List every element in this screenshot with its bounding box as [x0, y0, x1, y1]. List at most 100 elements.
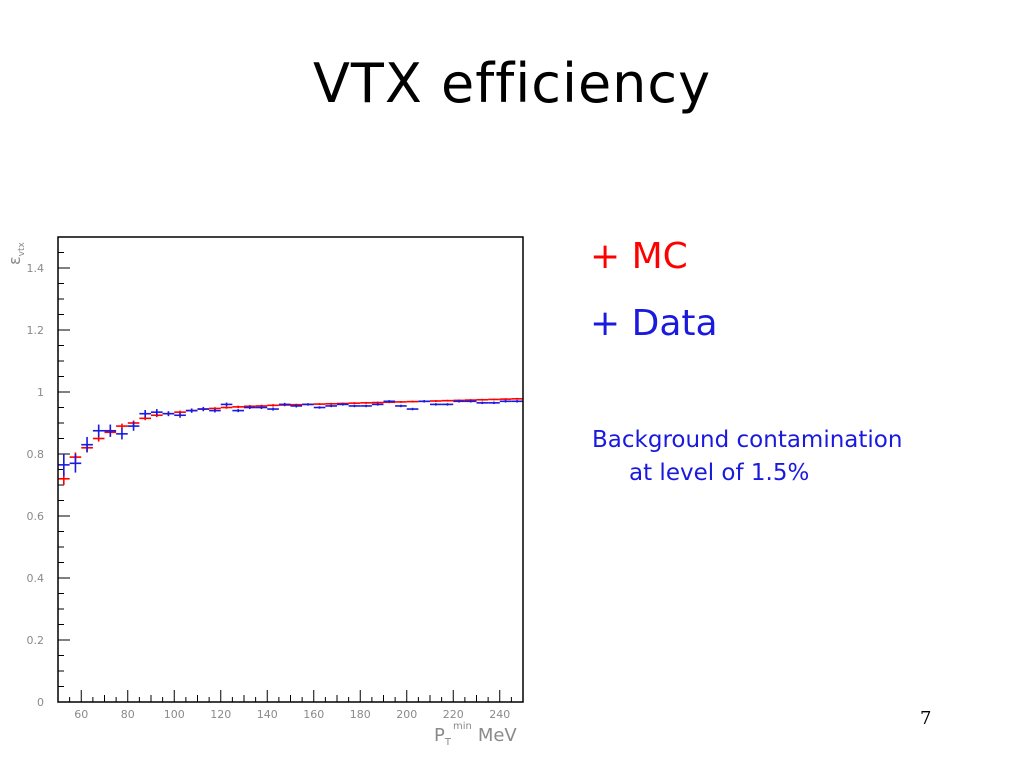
- mc-point: [430, 400, 442, 402]
- page-number: 7: [920, 708, 932, 729]
- data-point: [499, 400, 512, 403]
- data-point: [302, 403, 314, 406]
- data-point: [116, 428, 128, 440]
- data-series: [58, 397, 523, 485]
- legend-mc: + MC: [590, 236, 688, 277]
- data-point: [325, 404, 337, 408]
- data-point: [476, 401, 489, 405]
- data-point: [441, 403, 454, 406]
- mc-point: [325, 402, 337, 405]
- x-tick-label: 200: [396, 708, 417, 721]
- x-axis-superscript: min: [453, 721, 472, 732]
- y-tick-label: 1.4: [27, 262, 45, 275]
- data-point: [255, 405, 268, 410]
- mc-point: [220, 406, 233, 409]
- data-point: [162, 411, 175, 417]
- data-point: [290, 404, 303, 408]
- data-point: [174, 412, 186, 418]
- y-tick-label: 0.4: [27, 572, 45, 585]
- y-tick-label: 0: [37, 696, 44, 709]
- y-axis-subscript: vtx: [17, 241, 27, 256]
- y-tick-label: 0.8: [27, 448, 45, 461]
- y-tick-label: 0.2: [27, 634, 45, 647]
- data-point: [209, 408, 221, 413]
- x-axis-label: PTmin MeV: [434, 721, 517, 748]
- x-axis-symbol: P: [434, 725, 445, 746]
- data-point: [511, 400, 523, 403]
- mc-point: [267, 404, 279, 407]
- y-tick-label: 0.6: [27, 510, 45, 523]
- data-point: [383, 400, 396, 403]
- data-point: [151, 409, 163, 416]
- mc-point: [511, 397, 523, 400]
- y-axis-label: εvtx: [5, 241, 27, 265]
- background-note: Background contamination at level of 1.5…: [592, 424, 972, 490]
- mc-point: [406, 400, 419, 403]
- legend-data-marker: +: [590, 303, 621, 344]
- mc-point: [488, 398, 500, 401]
- x-tick-label: 220: [443, 708, 464, 721]
- series-mc: [58, 397, 523, 485]
- data-point: [58, 454, 70, 476]
- data-point: [104, 424, 117, 437]
- data-point: [139, 409, 151, 418]
- mc-point: [395, 400, 407, 403]
- data-point: [313, 406, 326, 409]
- legend-data: + Data: [590, 303, 718, 344]
- data-point: [127, 421, 140, 431]
- data-point: [278, 402, 291, 406]
- note-line-2: at level of 1.5%: [629, 460, 810, 486]
- data-point: [488, 401, 500, 405]
- legend-data-label: Data: [631, 303, 718, 344]
- plot-frame: [57, 236, 524, 703]
- note-line-1: Background contamination: [592, 427, 903, 453]
- data-point: [371, 403, 384, 406]
- x-tick-label: 100: [164, 708, 185, 721]
- data-point: [464, 400, 477, 403]
- legend-mc-label: MC: [631, 236, 688, 277]
- data-point: [92, 424, 105, 437]
- data-point: [418, 400, 430, 403]
- data-point: [185, 408, 198, 413]
- y-axis-title: εvtx: [5, 241, 27, 265]
- x-axis-unit: MeV: [478, 725, 518, 746]
- legend-mc-marker: +: [590, 236, 621, 277]
- x-tick-label: 240: [489, 708, 510, 721]
- x-axis-subscript: T: [444, 737, 452, 748]
- x-tick-label: 160: [303, 708, 324, 721]
- x-tick-label: 80: [121, 708, 135, 721]
- mc-point: [348, 402, 361, 405]
- y-tick-label: 1: [37, 386, 44, 399]
- mc-point: [116, 423, 128, 429]
- y-axis-symbol: ε: [5, 256, 24, 265]
- data-point: [244, 405, 256, 410]
- slide-title: VTX efficiency: [312, 52, 712, 115]
- mc-point: [232, 405, 244, 409]
- data-point: [69, 454, 82, 473]
- x-tick-label: 60: [74, 708, 88, 721]
- data-point: [348, 404, 361, 408]
- data-point: [267, 407, 279, 411]
- x-axis-title: PTmin MeV: [434, 721, 517, 748]
- mc-point: [476, 398, 489, 401]
- data-point: [337, 403, 349, 406]
- data-point: [81, 436, 93, 453]
- data-point: [197, 406, 210, 412]
- mc-point: [360, 401, 372, 404]
- mc-point: [313, 403, 326, 406]
- series-data: [58, 400, 523, 476]
- mc-point: [441, 399, 454, 402]
- x-tick-label: 120: [210, 708, 231, 721]
- mc-point: [499, 398, 512, 401]
- data-point: [232, 409, 244, 413]
- data-point: [430, 403, 442, 406]
- data-point: [220, 402, 233, 407]
- x-tick-label: 180: [350, 708, 371, 721]
- axis-ticks: 60 80 100 120 140 160 180 200 220 240 0 0.2 0.4 0.6 0.…: [27, 236, 524, 721]
- data-point: [395, 404, 407, 408]
- data-point: [453, 400, 465, 403]
- data-point: [360, 404, 372, 408]
- data-point: [406, 407, 419, 411]
- efficiency-plot: εvtx 60 80 100 120 140 160 180 200 220 240 0 0.2 0.4…: [5, 236, 524, 748]
- x-tick-label: 140: [257, 708, 278, 721]
